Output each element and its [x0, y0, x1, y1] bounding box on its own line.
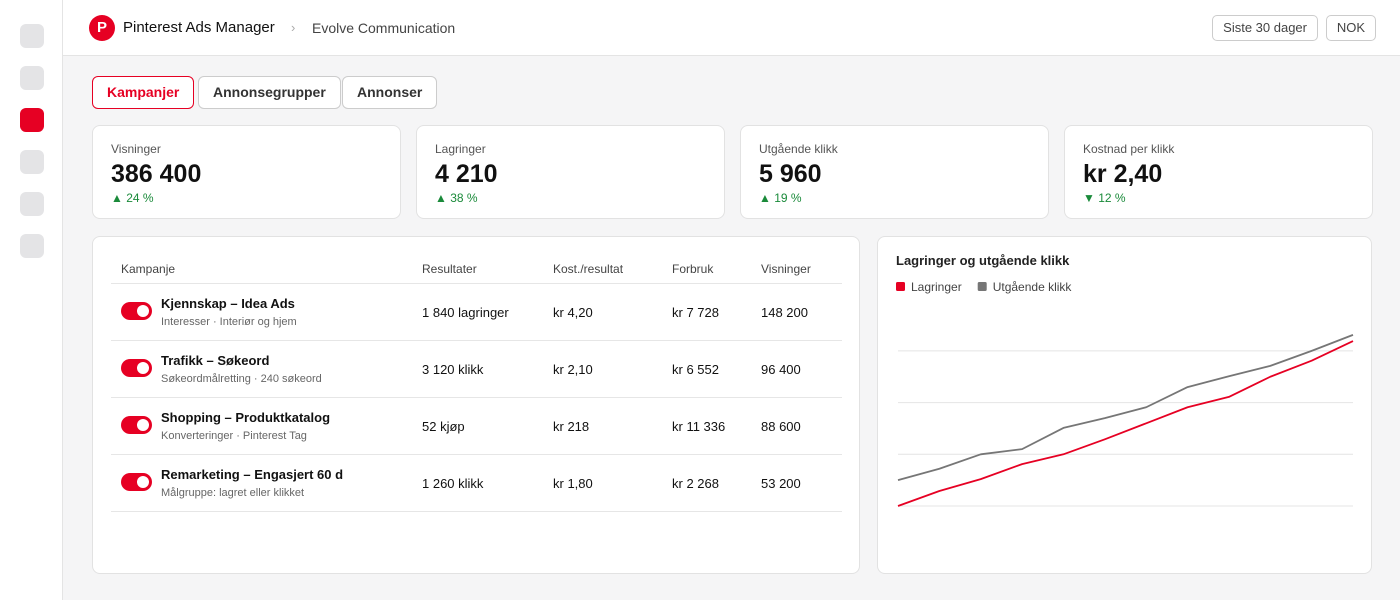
breadcrumb-separator: ›: [291, 20, 296, 35]
campaign-subtitle: Konverteringer · Pinterest Tag: [161, 430, 307, 442]
cell: kr 11 336: [672, 419, 726, 434]
toggle[interactable]: [121, 416, 152, 434]
kpi-label: Visninger: [111, 142, 161, 156]
campaign-name: Shopping – Produktkatalog: [161, 410, 331, 425]
nav-icon[interactable]: [20, 150, 44, 174]
top-bar: P Pinterest Ads Manager › Evolve Communi…: [63, 0, 1400, 56]
cell: 148 200: [761, 305, 808, 320]
nav-icon[interactable]: [20, 192, 44, 216]
kpi-change: ▲ 19 %: [759, 191, 802, 205]
kpi-value: 4 210: [435, 160, 498, 188]
column-header: Kost./resultat: [553, 262, 624, 276]
divider: [111, 397, 842, 398]
kpi-value: 386 400: [111, 160, 202, 188]
cell: 1 260 klikk: [422, 476, 484, 491]
chart: Lagringer og utgående klikk Lagringer Utg…: [896, 253, 1354, 507]
tab[interactable]: Kampanjer: [92, 76, 195, 109]
divider: [111, 511, 842, 512]
nav-icon[interactable]: [20, 24, 44, 48]
legend-label: Utgående klikk: [993, 280, 1073, 294]
series-line: [897, 334, 1354, 482]
sidebar: [0, 0, 63, 600]
kpi-card: Utgående klikk 5 960 ▲ 19 %: [740, 125, 1049, 219]
account-name: Evolve Communication: [312, 20, 456, 36]
app-name: Pinterest Ads Manager: [123, 19, 275, 36]
kpi-value: 5 960: [759, 160, 822, 188]
column-header: Resultater: [422, 262, 477, 276]
cell: 53 200: [761, 476, 801, 491]
divider: [111, 454, 842, 455]
campaign-name: Trafikk – Søkeord: [161, 353, 270, 368]
campaign-subtitle: Søkeordmålretting · 240 søkeord: [161, 373, 322, 385]
cell: kr 2,10: [553, 362, 593, 377]
series-line: [897, 340, 1354, 507]
column-header: Kampanje: [121, 262, 176, 276]
campaign-subtitle: Målgruppe: lagret eller klikket: [161, 487, 305, 499]
kpi-label: Lagringer: [435, 142, 486, 156]
nav-icon[interactable]: [20, 108, 44, 132]
kpi-change: ▲ 24 %: [111, 191, 154, 205]
campaign-table: Kampanje Resultater Kost./resultat Forbruk V…: [92, 236, 860, 574]
kpi-label: Kostnad per klikk: [1083, 142, 1175, 156]
date-range-button[interactable]: Siste 30 dager: [1212, 15, 1318, 41]
kpi-label: Utgående klikk: [759, 142, 838, 156]
campaign-name: Kjennskap – Idea Ads: [161, 296, 295, 311]
currency-button[interactable]: NOK: [1325, 15, 1376, 41]
chart-card: Lagringer og utgående klikk Lagringer Utg…: [877, 236, 1372, 574]
toggle[interactable]: [121, 359, 152, 377]
cell: kr 6 552: [672, 362, 719, 377]
tab[interactable]: Annonsegrupper: [198, 76, 341, 109]
tab[interactable]: Annonser: [342, 76, 438, 109]
cell: 88 600: [761, 419, 801, 434]
cell: 52 kjøp: [422, 419, 465, 434]
nav-icon[interactable]: [20, 234, 44, 258]
cell: kr 1,80: [553, 476, 593, 491]
nav-icon[interactable]: [20, 66, 44, 90]
cell: 1 840 lagringer: [422, 305, 509, 320]
campaign-subtitle: Interesser · Interiør og hjem: [161, 316, 297, 328]
cell: 3 120 klikk: [422, 362, 484, 377]
column-header: Visninger: [761, 262, 811, 276]
kpi-change: ▼ 12 %: [1083, 191, 1126, 205]
cell: kr 7 728: [672, 305, 719, 320]
chart-title: Lagringer og utgående klikk: [896, 253, 1070, 268]
toggle[interactable]: [121, 302, 152, 320]
campaign-name: Remarketing – Engasjert 60 d: [161, 467, 344, 482]
logo: P: [89, 15, 115, 41]
column-header: Forbruk: [672, 262, 714, 276]
toggle[interactable]: [121, 473, 152, 491]
legend-swatch: [896, 282, 905, 291]
kpi-card: Lagringer 4 210 ▲ 38 %: [416, 125, 725, 219]
kpi-card: Visninger 386 400 ▲ 24 %: [92, 125, 401, 219]
cell: kr 2 268: [672, 476, 719, 491]
kpi-value: kr 2,40: [1083, 160, 1163, 188]
kpi-card: Kostnad per klikk kr 2,40 ▼ 12 %: [1064, 125, 1373, 219]
legend-label: Lagringer: [911, 280, 962, 294]
cell: kr 4,20: [553, 305, 593, 320]
kpi-change: ▲ 38 %: [435, 191, 478, 205]
cell: kr 218: [553, 419, 590, 434]
cell: 96 400: [761, 362, 801, 377]
divider: [111, 283, 842, 284]
divider: [111, 340, 842, 341]
legend-swatch: [977, 282, 987, 291]
